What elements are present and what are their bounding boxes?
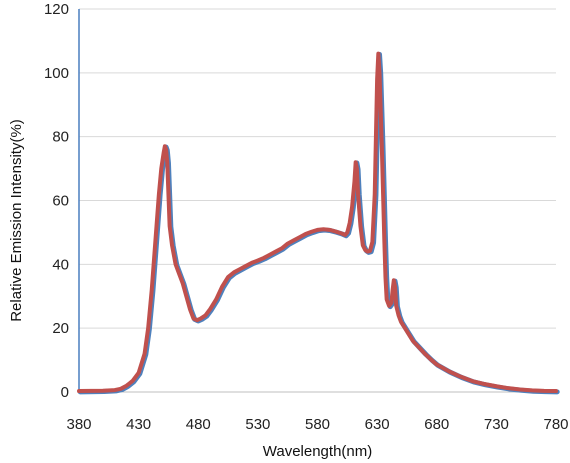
x-tick-labels: 380 430 480 530 580 630 680 730 780 [66, 416, 568, 433]
x-axis-title: Wavelength(nm) [263, 443, 372, 460]
series-layer [77, 51, 560, 395]
y-tick-label: 100 [44, 65, 69, 82]
spectrum-line-red [77, 51, 558, 394]
x-tick-label: 430 [126, 416, 151, 433]
y-axis-title: Relative Emission Intensity(%) [8, 119, 25, 322]
x-tick-label: 780 [543, 416, 568, 433]
x-tick-label: 630 [365, 416, 390, 433]
x-tick-label: 480 [186, 416, 211, 433]
y-tick-label: 60 [52, 193, 69, 210]
y-tick-label: 120 [44, 1, 69, 18]
x-tick-label: 730 [484, 416, 509, 433]
axes [78, 9, 556, 393]
y-tick-label: 0 [61, 384, 69, 401]
x-tick-label: 380 [66, 416, 91, 433]
x-tick-label: 680 [424, 416, 449, 433]
x-tick-label: 530 [245, 416, 270, 433]
y-tick-labels: 0 20 40 60 80 100 120 [44, 1, 69, 401]
y-tick-label: 80 [52, 129, 69, 146]
spectrum-line-blue [77, 51, 560, 395]
x-tick-label: 580 [305, 416, 330, 433]
y-tick-label: 20 [52, 320, 69, 337]
y-tick-label: 40 [52, 256, 69, 273]
